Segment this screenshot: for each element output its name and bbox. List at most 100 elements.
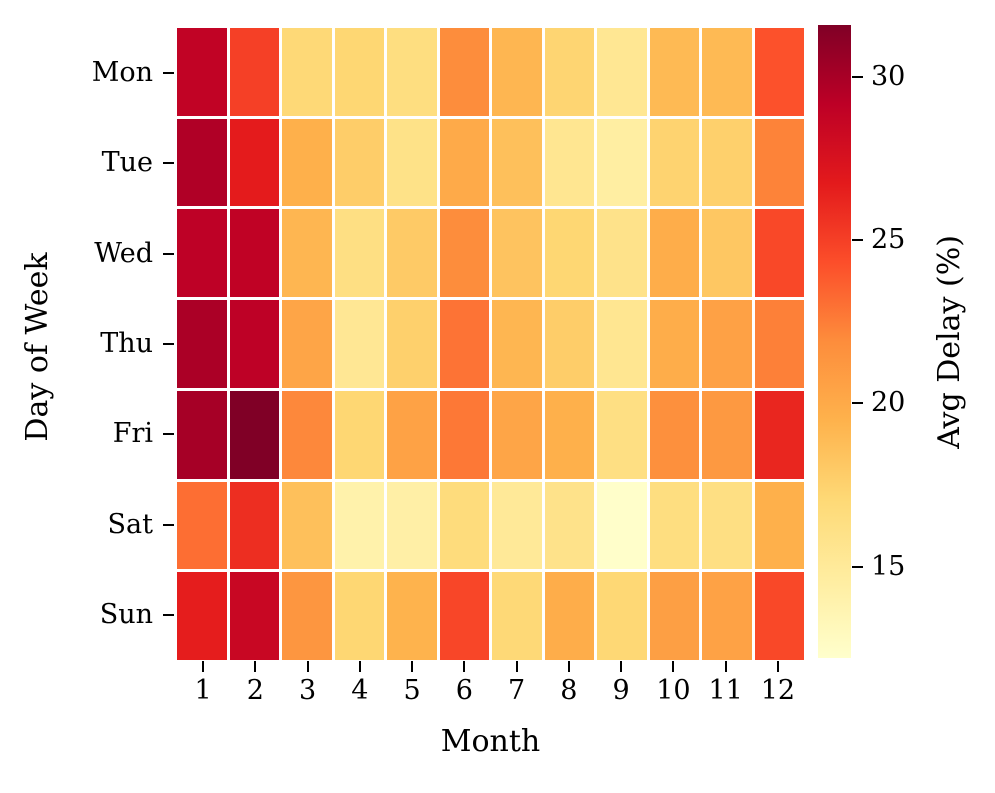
heatmap-cell — [282, 118, 332, 207]
x-tick-label: 3 — [299, 675, 317, 706]
heatmap-cell — [597, 390, 647, 479]
x-tick-mark — [254, 661, 257, 672]
heatmap-cell — [387, 209, 437, 298]
y-tick-mark — [163, 433, 174, 436]
y-tick-mark — [163, 162, 174, 165]
heatmap-cell — [439, 300, 489, 388]
x-tick-label: 12 — [760, 675, 796, 706]
heatmap-cell — [229, 118, 279, 207]
x-axis-title: Month — [440, 724, 541, 759]
x-tick-mark — [411, 661, 414, 672]
heatmap-cell — [387, 481, 437, 570]
heatmap-cell — [754, 572, 804, 660]
y-tick-label: Sun — [99, 598, 153, 630]
heatmap-cell — [282, 209, 332, 298]
colorbar-tick-mark — [852, 565, 863, 568]
heatmap-cell — [177, 390, 227, 479]
heatmap-cell — [492, 300, 542, 388]
heatmap-cell — [544, 300, 594, 388]
heatmap-cell — [754, 209, 804, 298]
heatmap-cell — [334, 390, 384, 479]
x-tick-label: 1 — [194, 675, 212, 706]
colorbar-tick-mark — [852, 402, 863, 405]
heatmap-cell — [334, 28, 384, 116]
x-tick-label: 9 — [612, 675, 630, 706]
x-tick-mark — [724, 661, 727, 672]
heatmap-cell — [754, 390, 804, 479]
y-tick-mark — [163, 523, 174, 526]
heatmap-cell — [702, 390, 752, 479]
y-tick-mark — [163, 343, 174, 345]
x-tick-label: 7 — [508, 675, 526, 706]
heatmap-cell — [229, 572, 279, 660]
y-tick-mark — [163, 613, 174, 616]
heatmap-cell — [544, 209, 594, 298]
heatmap-cell — [649, 390, 699, 479]
x-tick-mark — [202, 661, 205, 672]
heatmap-cell — [544, 118, 594, 207]
heatmap-cell — [229, 209, 279, 298]
heatmap-cell — [544, 572, 594, 660]
heatmap-cell — [439, 390, 489, 479]
y-tick-label: Mon — [91, 57, 153, 89]
heatmap-cell — [334, 572, 384, 660]
y-tick-mark — [163, 72, 174, 75]
heatmap-cell — [492, 390, 542, 479]
x-tick-label: 4 — [351, 675, 369, 706]
heatmap-cell — [702, 118, 752, 207]
heatmap-cell — [229, 300, 279, 388]
heatmap-cell — [649, 209, 699, 298]
colorbar-tick-label: 30 — [871, 61, 906, 93]
heatmap-cell — [177, 572, 227, 660]
y-tick-label: Thu — [100, 328, 153, 359]
heatmap-cell — [387, 118, 437, 207]
heatmap-cell — [702, 572, 752, 660]
y-tick-label: Sat — [107, 508, 153, 540]
x-tick-label: 5 — [403, 675, 421, 706]
x-tick-label: 6 — [455, 675, 473, 706]
y-tick-label: Wed — [94, 237, 153, 269]
heatmap-cell — [649, 118, 699, 207]
heatmap-cell — [439, 28, 489, 116]
x-tick-mark — [776, 661, 779, 672]
heatmap-cell — [492, 28, 542, 116]
heatmap-cell — [597, 300, 647, 388]
heatmap-cell — [754, 28, 804, 116]
heatmap-cell — [439, 572, 489, 660]
heatmap-cell — [492, 481, 542, 570]
x-tick-mark — [567, 661, 570, 672]
x-tick-mark — [515, 661, 518, 672]
heatmap-cell — [282, 28, 332, 116]
heatmap-cell — [387, 300, 437, 388]
heatmap-cell — [649, 300, 699, 388]
heatmap-cell — [597, 572, 647, 660]
x-tick-mark — [463, 661, 466, 672]
heatmap-cell — [544, 28, 594, 116]
heatmap-cell — [387, 28, 437, 116]
heatmap-cell — [282, 572, 332, 660]
heatmap-cell — [334, 300, 384, 388]
colorbar — [818, 25, 851, 658]
heatmap-cell — [177, 28, 227, 116]
x-tick-mark — [620, 661, 623, 672]
heatmap-cell — [597, 481, 647, 570]
colorbar-tick-label: 15 — [871, 550, 906, 582]
heatmap-cell — [387, 572, 437, 660]
heatmap-cell — [702, 481, 752, 570]
heatmap-cell — [282, 390, 332, 479]
heatmap-cell — [544, 481, 594, 570]
heatmap-cell — [754, 118, 804, 207]
heatmap-cell — [492, 118, 542, 207]
x-tick-mark — [358, 661, 361, 672]
heatmap-cell — [649, 28, 699, 116]
x-tick-label: 11 — [708, 675, 743, 706]
y-tick-mark — [163, 252, 174, 255]
heatmap-cell — [754, 481, 804, 570]
heatmap-cell — [282, 300, 332, 388]
heatmap-cell — [282, 481, 332, 570]
colorbar-title: Avg Delay (%) — [932, 235, 967, 449]
heatmap-cell — [387, 390, 437, 479]
y-axis-title: Day of Week — [20, 252, 55, 442]
heatmap-cell — [544, 390, 594, 479]
